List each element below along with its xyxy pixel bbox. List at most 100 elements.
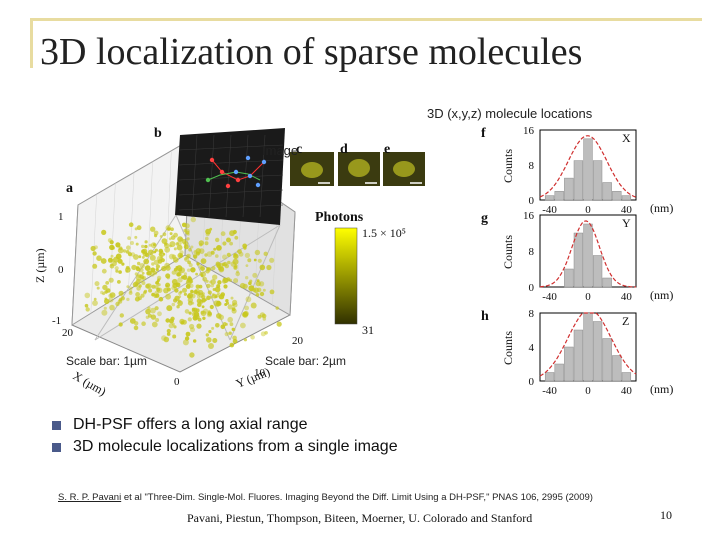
panel-b-zoom-inset [175, 128, 285, 225]
molecule-marker [161, 265, 167, 272]
molecule-marker [182, 339, 189, 346]
histogram-bar [564, 346, 574, 382]
molecule-marker [257, 314, 262, 319]
molecule-marker [177, 277, 183, 283]
molecule-marker [151, 284, 156, 289]
histogram-x-tick: 40 [621, 204, 633, 216]
molecule-marker [275, 306, 279, 310]
molecule-marker [145, 283, 150, 289]
molecule-marker [208, 330, 212, 334]
molecule-marker [248, 285, 255, 292]
molecule-marker [189, 283, 194, 288]
molecule-marker [166, 332, 171, 336]
molecule-marker [229, 230, 235, 237]
scale-bar-1-label: Scale bar: 1µm [66, 354, 147, 368]
molecule-marker [198, 292, 204, 298]
molecule-marker [115, 253, 122, 260]
histogram-y-tick: 4 [529, 342, 535, 354]
molecule-marker [155, 318, 160, 322]
molecule-marker [134, 227, 138, 231]
molecule-marker [135, 280, 140, 285]
molecule-marker [117, 280, 121, 284]
inset-molecule-dot [245, 155, 251, 161]
molecule-marker [254, 249, 261, 256]
histogram-bar [612, 355, 622, 382]
histogram-bar [554, 191, 564, 201]
molecule-marker [134, 235, 138, 239]
molecule-marker [192, 254, 198, 259]
molecule-marker [134, 321, 139, 326]
histogram-y-tick: 0 [529, 282, 535, 294]
molecule-marker [150, 267, 156, 273]
bullet-text: DH-PSF offers a long axial range [73, 416, 308, 433]
molecule-marker [227, 260, 231, 265]
molecule-marker [144, 252, 150, 258]
inset-molecule-dot [261, 159, 267, 165]
molecule-marker [184, 257, 190, 262]
molecule-marker [84, 292, 91, 299]
molecule-marker [90, 245, 96, 252]
molecule-marker [165, 293, 172, 300]
molecule-marker [226, 277, 231, 282]
histogram-bar [602, 338, 612, 382]
molecule-marker [231, 327, 235, 331]
molecule-marker [125, 265, 130, 270]
molecule-marker [252, 272, 258, 278]
histogram-bar [602, 182, 612, 201]
molecule-marker [148, 288, 153, 293]
molecule-marker [190, 289, 194, 294]
molecule-marker [119, 313, 125, 318]
molecule-marker [127, 236, 131, 241]
molecule-marker [165, 225, 172, 231]
histogram-y-label: Counts [501, 235, 515, 269]
histogram-x-label: (nm) [650, 288, 673, 302]
bullet-item: 3D molecule localizations from a single … [52, 436, 398, 458]
molecule-marker [150, 226, 156, 232]
molecule-marker [201, 305, 205, 309]
histogram-bar [583, 312, 593, 382]
molecule-marker [207, 290, 212, 295]
histogram-bar [592, 160, 603, 201]
panel-label-e: e [384, 142, 390, 157]
inset-molecule-dot [233, 169, 239, 175]
citation: S. R. P. Pavani et al "Three-Dim. Single… [58, 492, 593, 503]
molecule-marker [144, 240, 148, 244]
bullet-square-icon [52, 442, 61, 452]
y-axis-label: Y (µm) [234, 365, 272, 391]
molecule-marker [206, 283, 211, 289]
molecule-marker [153, 243, 156, 247]
molecule-marker [171, 286, 175, 290]
molecule-marker [225, 301, 230, 305]
histogram-bar [573, 160, 584, 201]
molecule-marker [245, 296, 252, 303]
molecule-marker [196, 323, 202, 329]
molecule-marker [153, 259, 160, 265]
molecule-marker [136, 265, 139, 269]
bullet-square-icon [52, 420, 61, 430]
molecule-marker [175, 282, 181, 288]
histogram-y-label: Counts [501, 331, 515, 365]
molecule-marker [112, 261, 117, 267]
molecule-marker [141, 249, 146, 254]
molecule-marker [216, 313, 222, 319]
molecule-marker [176, 244, 183, 251]
molecule-marker [102, 292, 106, 296]
molecule-marker [140, 293, 145, 298]
molecule-marker [173, 287, 178, 291]
molecule-marker [224, 332, 229, 337]
molecule-marker [193, 250, 198, 255]
histogram-title: Y [622, 216, 631, 230]
molecule-marker [143, 289, 148, 293]
molecule-marker [215, 261, 220, 266]
colorbar-min-label: 31 [362, 323, 374, 337]
molecule-marker [185, 279, 192, 286]
molecule-marker [118, 290, 124, 296]
molecule-marker [198, 284, 203, 289]
molecule-marker [183, 228, 187, 233]
molecule-marker [172, 334, 177, 339]
molecule-marker [92, 263, 98, 269]
molecule-marker [104, 297, 108, 301]
histogram-panel: 0 4 8 -40 0 40 Z (nm) Counts [501, 308, 673, 397]
molecule-marker [214, 286, 221, 293]
molecule-marker [137, 261, 141, 266]
